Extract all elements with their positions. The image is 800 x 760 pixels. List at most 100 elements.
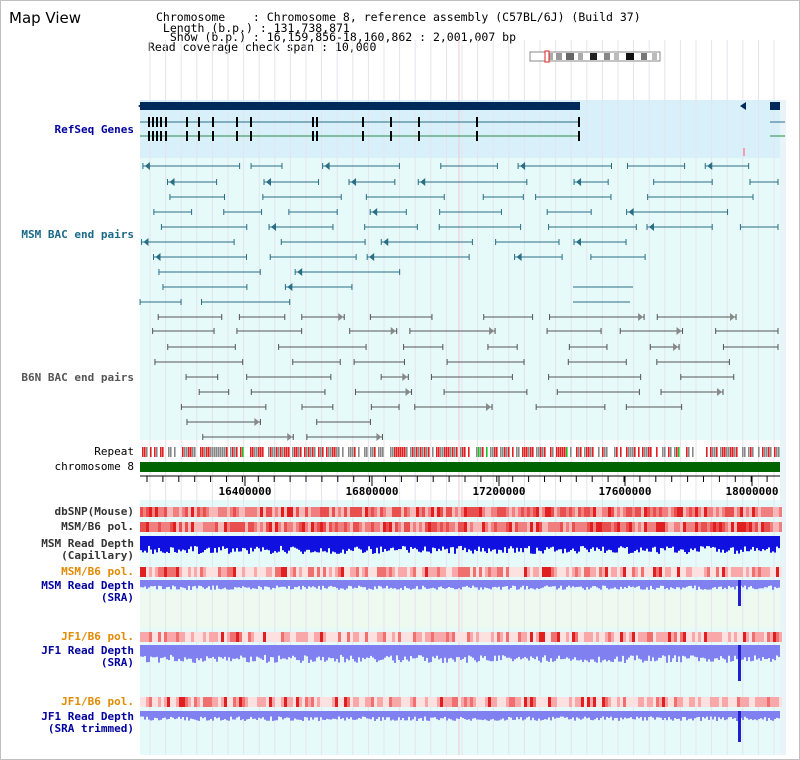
jf1-depth-trimmed-bar [160,711,162,720]
msm-b6-pol-heat [218,522,221,532]
msm-b6-pol-heat [329,522,332,532]
msm-b6-pol-heat [143,522,146,532]
repeat-mark [292,447,294,457]
msm-b6-pol-sra-heat [233,567,236,577]
msm-depth-capillary-bar [610,536,612,551]
msm-depth-capillary-bar [770,536,772,553]
msm-b6-pol-heat [737,522,740,532]
jf1-depth-spike [738,645,741,681]
msm-depth-sra-bar [228,580,230,590]
msm-depth-sra-bar [338,580,340,590]
msm-b6-pol-sra-heat [203,567,206,577]
jf1-depth-sra-bar [224,645,226,657]
msm-b6-pol-sra-heat [530,567,533,577]
jf1-depth-sra-bar [648,645,650,656]
msm-b6-pol-sra-heat [449,567,452,577]
track-label-msm-bac[interactable]: MSM BAC end pairs [21,228,134,241]
msm-depth-sra-bar [204,580,206,589]
msm-depth-sra-bar [702,580,704,590]
msm-depth-sra-bar [352,580,354,589]
dbsnp-heat [611,507,614,517]
jf1-b6-pol-heat [734,632,737,642]
jf1-depth-sra-bar [208,645,210,659]
jf1-b6-pol-trimmed-heat [641,697,644,707]
track-label-msm-b6-pol-sra[interactable]: MSM/B6 pol. [61,565,134,578]
msm-b6-pol-heat [275,522,278,532]
msm-depth-capillary-bar [140,536,142,551]
msm-depth-capillary-bar [778,536,780,549]
jf1-b6-pol-trimmed-heat [251,697,254,707]
jf1-b6-pol-heat [344,632,347,642]
msm-depth-sra-bar [160,580,162,587]
repeat-mark [750,447,752,457]
msm-depth-capillary-bar [462,536,464,551]
repeat-mark [382,447,384,457]
msm-depth-capillary-bar [392,536,394,548]
dbsnp-heat [395,507,398,517]
msm-depth-sra-bar [504,580,506,587]
jf1-depth-sra-bar [182,645,184,662]
track-label-repeat[interactable]: Repeat [94,445,134,458]
dbsnp-heat [665,507,668,517]
jf1-depth-trimmed-bar [532,711,534,718]
jf1-b6-pol-trimmed-heat [539,697,542,707]
dbsnp-heat [620,507,623,517]
jf1-depth-sra-bar [646,645,648,661]
jf1-depth-trimmed-bar [158,711,160,721]
jf1-b6-pol-trimmed-heat [329,697,332,707]
msm-depth-capillary-bar [444,536,446,550]
msm-depth-sra-bar [276,580,278,586]
msm-depth-sra-bar [630,580,632,588]
msm-depth-capillary-bar [298,536,300,550]
dbsnp-heat [608,507,611,517]
msm-depth-capillary-bar [354,536,356,548]
jf1-depth-sra-bar [206,645,208,657]
track-label-msm-depth-capillary[interactable]: MSM Read Depth [41,537,134,550]
track-label-dbsnp[interactable]: dbSNP(Mouse) [54,505,134,518]
repeat-mark [516,447,518,457]
msm-depth-sra-bar [526,580,528,587]
dbsnp-heat [674,507,677,517]
track-label-refseq-genes[interactable]: RefSeq Genes [54,123,134,136]
track-label-jf1-depth-sra[interactable]: JF1 Read Depth [41,644,134,657]
jf1-b6-pol-trimmed-heat [473,697,476,707]
msm-depth-capillary-bar [216,536,218,553]
jf1-depth-trimmed-bar [518,711,520,720]
track-label-msm-depth-sra[interactable]: MSM Read Depth [41,579,134,592]
jf1-b6-pol-trimmed-heat [338,697,341,707]
track-label-jf1-depth-trimmed[interactable]: JF1 Read Depth [41,710,134,723]
jf1-depth-sra-bar [158,645,160,663]
msm-depth-sra-bar [634,580,636,588]
jf1-b6-pol-heat [191,632,194,642]
repeat-mark [500,447,502,457]
jf1-b6-pol-heat [464,632,467,642]
repeat-mark [688,447,690,457]
track-label-msm-b6-pol[interactable]: MSM/B6 pol. [61,520,134,533]
ideogram-band [556,53,562,60]
dbsnp-heat [203,507,206,517]
msm-depth-capillary-bar [538,536,540,551]
msm-b6-pol-heat [398,522,401,532]
jf1-b6-pol-trimmed-heat [611,697,614,707]
jf1-depth-trimmed-bar [494,711,496,721]
msm-depth-capillary-bar [266,536,268,550]
repeat-mark [436,447,438,457]
msm-depth-sra-bar [416,580,418,587]
msm-b6-pol-heat [320,522,323,532]
msm-b6-pol-heat [626,522,629,532]
track-label-jf1-b6-pol-trimmed[interactable]: JF1/B6 pol. [61,695,134,708]
dbsnp-heat [536,507,539,517]
jf1-b6-pol-trimmed-heat [320,697,323,707]
jf1-depth-sra-bar [778,645,780,657]
msm-depth-capillary-bar [388,536,390,551]
msm-depth-sra-bar [258,580,260,586]
dbsnp-heat [614,507,617,517]
msm-b6-pol-sra-heat [428,567,431,577]
track-label-chromosome[interactable]: chromosome 8 [54,460,134,473]
dbsnp-heat [725,507,728,517]
msm-depth-sra-bar [392,580,394,589]
track-label-b6n-bac[interactable]: B6N BAC end pairs [21,371,134,384]
jf1-depth-trimmed-bar [638,711,640,719]
jf1-depth-trimmed-bar [636,711,638,717]
track-label-jf1-b6-pol[interactable]: JF1/B6 pol. [61,630,134,643]
